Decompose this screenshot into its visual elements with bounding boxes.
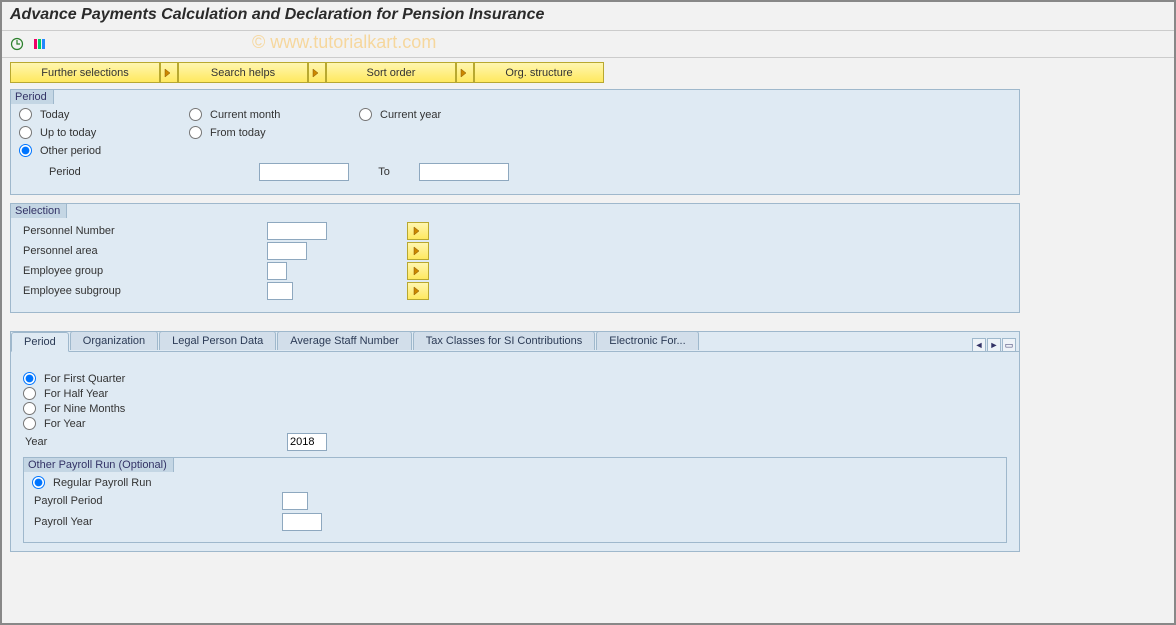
payroll-year-row: Payroll Year	[32, 513, 998, 531]
employee-group-row: Employee group	[19, 262, 1011, 280]
period-from-label: Period	[19, 166, 259, 178]
page-title: Advance Payments Calculation and Declara…	[10, 6, 1166, 24]
button-label: Search helps	[211, 67, 275, 79]
radio-other-period[interactable]: Other period	[19, 144, 101, 157]
selection-button-row: Further selections Search helps Sort ord…	[10, 62, 1166, 83]
period-group: Period Today Current month Current year …	[10, 89, 1020, 195]
tab-scroll-left-icon[interactable]: ◄	[972, 338, 986, 352]
title-bar: Advance Payments Calculation and Declara…	[2, 2, 1174, 31]
search-helps-button[interactable]: Search helps	[178, 62, 308, 83]
radio-half-year[interactable]: For Half Year	[23, 387, 108, 400]
tab-electronic[interactable]: Electronic For...	[596, 331, 698, 350]
employee-group-label: Employee group	[19, 265, 267, 277]
period-legend: Period	[10, 89, 54, 104]
tab-period[interactable]: Period	[11, 332, 69, 352]
payroll-year-label: Payroll Year	[32, 516, 282, 528]
app-window: Advance Payments Calculation and Declara…	[0, 0, 1176, 625]
payroll-year-input[interactable]	[282, 513, 322, 531]
period-radio-row-1: Today Current month Current year	[19, 108, 1011, 124]
tab-scroll-right-icon[interactable]: ►	[987, 338, 1001, 352]
personnel-number-multi-button[interactable]	[407, 222, 429, 240]
tab-legal-person[interactable]: Legal Person Data	[159, 331, 276, 350]
org-structure-button[interactable]: Org. structure	[474, 62, 604, 83]
search-helps-arrow[interactable]	[308, 62, 326, 83]
year-label: Year	[23, 436, 287, 448]
tab-list-icon[interactable]: ▭	[1002, 338, 1016, 352]
period-radio-row-2: Up to today From today	[19, 126, 1011, 142]
employee-group-input[interactable]	[267, 262, 287, 280]
employee-subgroup-row: Employee subgroup	[19, 282, 1011, 300]
personnel-number-row: Personnel Number	[19, 222, 1011, 240]
radio-regular-payroll[interactable]: Regular Payroll Run	[32, 476, 151, 489]
period-radio-row-3: Other period	[19, 144, 1011, 160]
payroll-period-row: Payroll Period	[32, 492, 998, 510]
employee-subgroup-multi-button[interactable]	[407, 282, 429, 300]
period-date-row: Period To	[19, 163, 1011, 181]
personnel-area-label: Personnel area	[19, 245, 267, 257]
year-input[interactable]	[287, 433, 327, 451]
app-toolbar	[2, 31, 1174, 58]
year-row: Year	[23, 433, 1007, 451]
tab-nav: ◄ ► ▭	[972, 338, 1018, 352]
radio-from-today[interactable]: From today	[189, 126, 266, 139]
tab-avg-staff[interactable]: Average Staff Number	[277, 331, 411, 350]
radio-nine-months[interactable]: For Nine Months	[23, 402, 125, 415]
personnel-area-multi-button[interactable]	[407, 242, 429, 260]
button-label: Org. structure	[505, 67, 572, 79]
execute-icon[interactable]	[8, 35, 26, 53]
radio-current-year[interactable]: Current year	[359, 108, 441, 121]
tab-organization[interactable]: Organization	[70, 331, 158, 350]
other-payroll-legend: Other Payroll Run (Optional)	[23, 457, 174, 472]
personnel-area-row: Personnel area	[19, 242, 1011, 260]
button-label: Further selections	[41, 67, 128, 79]
payroll-period-label: Payroll Period	[32, 495, 282, 507]
radio-first-quarter[interactable]: For First Quarter	[23, 372, 125, 385]
further-selections-arrow[interactable]	[160, 62, 178, 83]
selection-group: Selection Personnel Number Personnel are…	[10, 203, 1020, 313]
radio-current-month[interactable]: Current month	[189, 108, 280, 121]
radio-up-to-today[interactable]: Up to today	[19, 126, 96, 139]
employee-group-multi-button[interactable]	[407, 262, 429, 280]
payroll-period-input[interactable]	[282, 492, 308, 510]
radio-today[interactable]: Today	[19, 108, 69, 121]
tab-body-period: For First Quarter For Half Year For Nine…	[11, 351, 1019, 551]
further-selections-button[interactable]: Further selections	[10, 62, 160, 83]
period-to-input[interactable]	[419, 163, 509, 181]
period-from-input[interactable]	[259, 163, 349, 181]
other-payroll-group: Other Payroll Run (Optional) Regular Pay…	[23, 457, 1007, 543]
personnel-number-input[interactable]	[267, 222, 327, 240]
personnel-area-input[interactable]	[267, 242, 307, 260]
sort-order-button[interactable]: Sort order	[326, 62, 456, 83]
sort-order-arrow[interactable]	[456, 62, 474, 83]
employee-subgroup-input[interactable]	[267, 282, 293, 300]
button-label: Sort order	[367, 67, 416, 79]
employee-subgroup-label: Employee subgroup	[19, 285, 267, 297]
tab-strip: Period Organization Legal Person Data Av…	[10, 331, 1018, 350]
radio-for-year[interactable]: For Year	[23, 417, 86, 430]
tab-container: Period Organization Legal Person Data Av…	[10, 331, 1020, 552]
period-to-label: To	[349, 166, 419, 178]
tab-tax-classes[interactable]: Tax Classes for SI Contributions	[413, 331, 596, 350]
personnel-number-label: Personnel Number	[19, 225, 267, 237]
content-area: Further selections Search helps Sort ord…	[2, 58, 1174, 560]
variant-icon[interactable]	[30, 35, 48, 53]
selection-legend: Selection	[10, 203, 67, 218]
